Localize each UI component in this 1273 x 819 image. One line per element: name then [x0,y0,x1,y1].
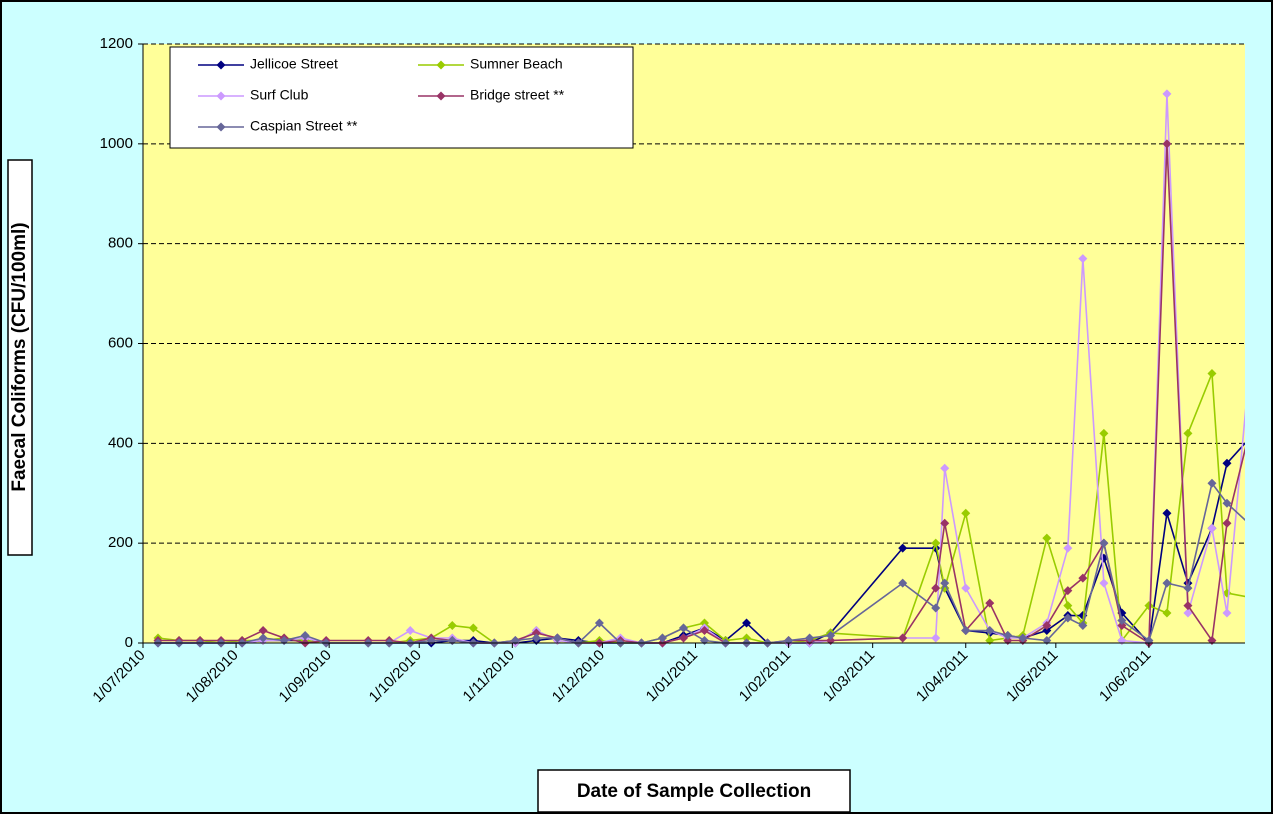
marker [1162,89,1172,99]
marker [468,623,478,633]
marker [1162,139,1172,149]
marker [1183,428,1193,438]
marker [1207,368,1217,378]
marker [258,626,268,636]
legend-marker [216,60,226,70]
marker [700,618,710,628]
y-title-frame [7,159,33,556]
marker [1063,613,1073,623]
y-tick-label: 1200 [100,35,133,52]
marker [1042,626,1052,636]
marker [1042,621,1052,631]
x-axis-title-box: Date of Sample Collection [537,769,851,813]
marker [258,633,268,643]
marker [1183,583,1193,593]
marker [1099,578,1109,588]
x-axis-title: Date of Sample Collection [577,781,811,802]
marker [1018,633,1028,643]
marker [1183,601,1193,611]
marker [700,626,710,636]
legend-label: Caspian Street ** [250,118,358,134]
marker [1003,631,1013,641]
legend-label: Jellicoe Street [250,56,338,72]
marker [1117,616,1127,626]
marker [931,583,941,593]
y-axis-title-box: Faecal Coliforms (CFU/100ml) [7,159,33,556]
marker [1144,601,1154,611]
marker [931,603,941,613]
legend-marker [216,91,226,101]
marker [742,618,752,628]
marker [1222,518,1232,528]
marker [594,618,604,628]
y-tick-label: 200 [108,534,133,551]
marker [1117,621,1127,631]
y-tick-label: 800 [108,235,133,252]
legend-marker [436,60,446,70]
marker [1063,601,1073,611]
marker [985,598,995,608]
marker [552,633,562,643]
marker [961,583,971,593]
legend-marker [216,122,226,132]
marker [985,626,995,636]
legend-label: Bridge street ** [470,87,565,103]
legend-label: Sumner Beach [470,56,563,72]
marker [657,633,667,643]
marker [405,626,415,636]
marker [1162,578,1172,588]
x-title-frame [537,769,851,813]
y-tick-label: 0 [125,634,133,651]
marker [1078,621,1088,631]
marker [742,633,752,643]
marker [1222,608,1232,618]
marker [1207,478,1217,488]
marker [1078,573,1088,583]
marker [940,463,950,473]
marker [1099,538,1109,548]
marker [447,621,457,631]
legend-frame [169,46,634,149]
marker [1078,254,1088,264]
marker [805,633,815,643]
marker [1099,428,1109,438]
marker [1063,543,1073,553]
marker [961,626,971,636]
marker [300,631,310,641]
marker [1162,508,1172,518]
marker [826,631,836,641]
y-tick-label: 600 [108,334,133,351]
marker [1222,458,1232,468]
marker [531,628,541,638]
marker [1222,498,1232,508]
marker [678,623,688,633]
legend-marker [436,91,446,101]
marker [1042,533,1052,543]
marker [931,633,941,643]
legend-label: Surf Club [250,87,309,103]
marker [940,578,950,588]
legend: Jellicoe Street Sumner Beach Surf Club Brid… [169,46,634,149]
marker [898,578,908,588]
y-tick-label: 1000 [100,135,133,152]
marker [898,543,908,553]
marker [678,633,688,643]
marker [898,633,908,643]
marker [1063,586,1073,596]
marker [931,538,941,548]
y-axis-title: Faecal Coliforms (CFU/100ml) [9,222,30,491]
marker [1162,608,1172,618]
y-tick-label: 400 [108,434,133,451]
marker [1207,523,1217,533]
marker [531,633,541,643]
marker [961,508,971,518]
marker [1183,608,1193,618]
marker [940,518,950,528]
